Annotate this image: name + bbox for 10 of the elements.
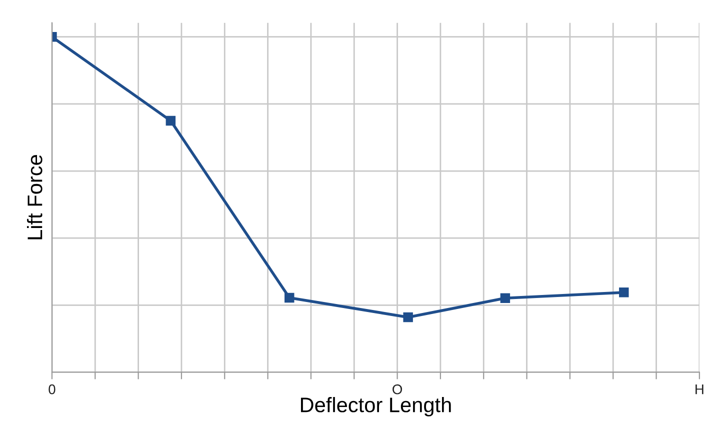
x-tick-label: 0 bbox=[48, 384, 56, 394]
point bbox=[500, 293, 510, 303]
x-axis-title: Deflector Length bbox=[300, 396, 451, 416]
y-axis-title: Lift Force bbox=[27, 155, 42, 240]
point bbox=[284, 292, 294, 303]
point bbox=[619, 288, 629, 298]
point bbox=[166, 116, 176, 126]
point bbox=[403, 312, 413, 322]
x-tick-label: O bbox=[392, 384, 402, 394]
x-tick-label: H bbox=[696, 384, 704, 394]
